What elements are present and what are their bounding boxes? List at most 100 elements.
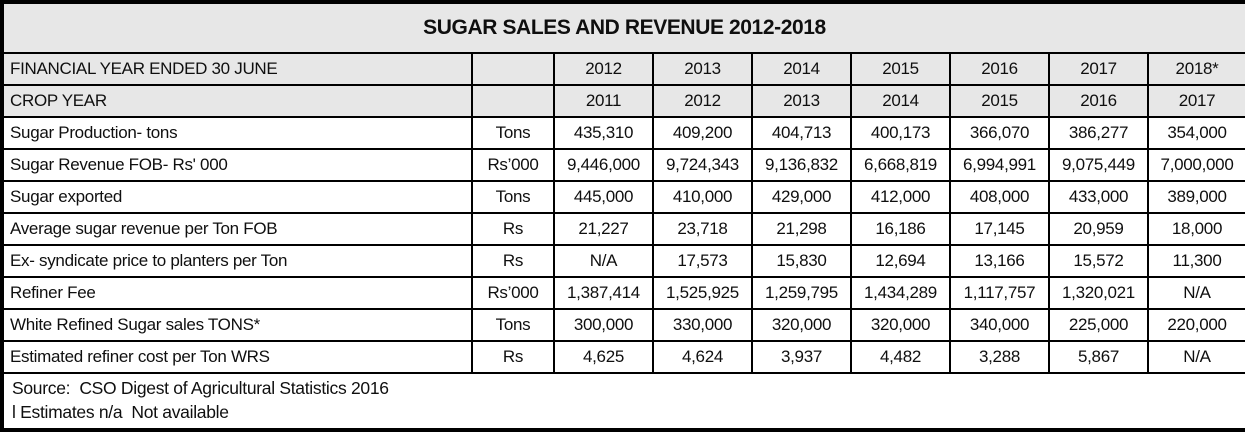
cell-value: 6,668,819 <box>850 148 951 182</box>
row-unit: Rs’000 <box>471 148 555 182</box>
cell-value: 18,000 <box>1146 212 1245 246</box>
table-row-sugar-exported: Sugar exported Tons 445,000 410,000 429,… <box>1 180 1245 214</box>
cell-value: N/A <box>1146 340 1245 374</box>
cell-value: 1,525,925 <box>652 276 753 310</box>
row-unit: Tons <box>471 180 555 214</box>
cy-2015: 2015 <box>949 84 1050 118</box>
row-unit: Rs <box>471 340 555 374</box>
cell-value: 429,000 <box>751 180 852 214</box>
row-unit: Tons <box>471 116 555 150</box>
cell-value: 9,446,000 <box>553 148 654 182</box>
table-footer-cell: Source: CSO Digest of Agricultural Stati… <box>0 372 1245 431</box>
cell-value: 435,310 <box>553 116 654 150</box>
table-title-row: SUGAR SALES AND REVENUE 2012-2018 <box>0 1 1245 54</box>
cell-value: 16,186 <box>850 212 951 246</box>
cell-value: 3,937 <box>751 340 852 374</box>
cell-value: 354,000 <box>1146 116 1245 150</box>
header-unit-blank-1 <box>471 52 555 86</box>
table-title: SUGAR SALES AND REVENUE 2012-2018 <box>0 1 1245 54</box>
header-label-crop-year: CROP YEAR <box>1 84 473 118</box>
table-footer-row: Source: CSO Digest of Agricultural Stati… <box>0 372 1245 431</box>
fy-2017: 2017 <box>1048 52 1149 86</box>
cy-2016: 2016 <box>1048 84 1149 118</box>
row-unit: Rs <box>471 244 555 278</box>
row-label: Ex- syndicate price to planters per Ton <box>1 244 473 278</box>
header-unit-blank-2 <box>471 84 555 118</box>
cell-value: 400,173 <box>850 116 951 150</box>
cell-value: 1,320,021 <box>1048 276 1149 310</box>
cell-value: 4,625 <box>553 340 654 374</box>
cy-2014: 2014 <box>850 84 951 118</box>
cell-value: 320,000 <box>751 308 852 342</box>
table-row-sugar-revenue-fob: Sugar Revenue FOB- Rs' 000 Rs’000 9,446,… <box>1 148 1245 182</box>
cy-2013: 2013 <box>751 84 852 118</box>
table-row-refiner-fee: Refiner Fee Rs’000 1,387,414 1,525,925 1… <box>1 276 1245 310</box>
cell-value: 17,145 <box>949 212 1050 246</box>
cell-value: 9,075,449 <box>1048 148 1149 182</box>
header-row-financial-year: FINANCIAL YEAR ENDED 30 JUNE 2012 2013 2… <box>1 52 1245 86</box>
cell-value: 20,959 <box>1048 212 1149 246</box>
cell-value: 409,200 <box>652 116 753 150</box>
row-unit: Rs <box>471 212 555 246</box>
cell-value: 15,830 <box>751 244 852 278</box>
table-row-estimated-refiner-cost: Estimated refiner cost per Ton WRS Rs 4,… <box>1 340 1245 374</box>
table-row-average-revenue-per-ton: Average sugar revenue per Ton FOB Rs 21,… <box>1 212 1245 246</box>
cy-2017: 2017 <box>1146 84 1245 118</box>
cy-2011: 2011 <box>553 84 654 118</box>
cell-value: 1,434,289 <box>850 276 951 310</box>
row-label: Sugar exported <box>1 180 473 214</box>
cell-value: 23,718 <box>652 212 753 246</box>
cell-value: 13,166 <box>949 244 1050 278</box>
cell-value: 412,000 <box>850 180 951 214</box>
fy-2016: 2016 <box>949 52 1050 86</box>
cell-value: N/A <box>553 244 654 278</box>
cell-value: 1,117,757 <box>949 276 1050 310</box>
cell-value: 4,482 <box>850 340 951 374</box>
cell-value: 12,694 <box>850 244 951 278</box>
cell-value: 1,387,414 <box>553 276 654 310</box>
row-label: Sugar Revenue FOB- Rs' 000 <box>1 148 473 182</box>
cell-value: 404,713 <box>751 116 852 150</box>
cell-value: 320,000 <box>850 308 951 342</box>
row-label: Refiner Fee <box>1 276 473 310</box>
cell-value: 330,000 <box>652 308 753 342</box>
cell-value: 433,000 <box>1048 180 1149 214</box>
cell-value: 15,572 <box>1048 244 1149 278</box>
estimates-note: l Estimates n/a Not available <box>12 402 229 422</box>
table-row-white-refined-sugar-sales: White Refined Sugar sales TONS* Tons 300… <box>1 308 1245 342</box>
cell-value: 408,000 <box>949 180 1050 214</box>
row-label: White Refined Sugar sales TONS* <box>1 308 473 342</box>
fy-2013: 2013 <box>652 52 753 86</box>
row-label: Sugar Production- tons <box>1 116 473 150</box>
cell-value: 9,136,832 <box>751 148 852 182</box>
header-row-crop-year: CROP YEAR 2011 2012 2013 2014 2015 2016 … <box>1 84 1245 118</box>
cell-value: 389,000 <box>1146 180 1245 214</box>
cell-value: N/A <box>1146 276 1245 310</box>
table-row-sugar-production: Sugar Production- tons Tons 435,310 409,… <box>1 116 1245 150</box>
cell-value: 300,000 <box>553 308 654 342</box>
cell-value: 5,867 <box>1048 340 1149 374</box>
table-row-ex-syndicate-price: Ex- syndicate price to planters per Ton … <box>1 244 1245 278</box>
cell-value: 6,994,991 <box>949 148 1050 182</box>
cell-value: 3,288 <box>949 340 1050 374</box>
row-label: Average sugar revenue per Ton FOB <box>1 212 473 246</box>
fy-2012: 2012 <box>553 52 654 86</box>
cell-value: 410,000 <box>652 180 753 214</box>
cell-value: 225,000 <box>1048 308 1149 342</box>
fy-2015: 2015 <box>850 52 951 86</box>
cell-value: 220,000 <box>1146 308 1245 342</box>
row-unit: Rs’000 <box>471 276 555 310</box>
fy-2014: 2014 <box>751 52 852 86</box>
cell-value: 4,624 <box>652 340 753 374</box>
header-label-financial-year: FINANCIAL YEAR ENDED 30 JUNE <box>1 52 473 86</box>
cell-value: 7,000,000 <box>1146 148 1245 182</box>
row-unit: Tons <box>471 308 555 342</box>
fy-2018: 2018* <box>1146 52 1245 86</box>
cell-value: 366,070 <box>949 116 1050 150</box>
cell-value: 340,000 <box>949 308 1050 342</box>
row-label: Estimated refiner cost per Ton WRS <box>1 340 473 374</box>
cell-value: 21,227 <box>553 212 654 246</box>
cell-value: 9,724,343 <box>652 148 753 182</box>
cell-value: 1,259,795 <box>751 276 852 310</box>
